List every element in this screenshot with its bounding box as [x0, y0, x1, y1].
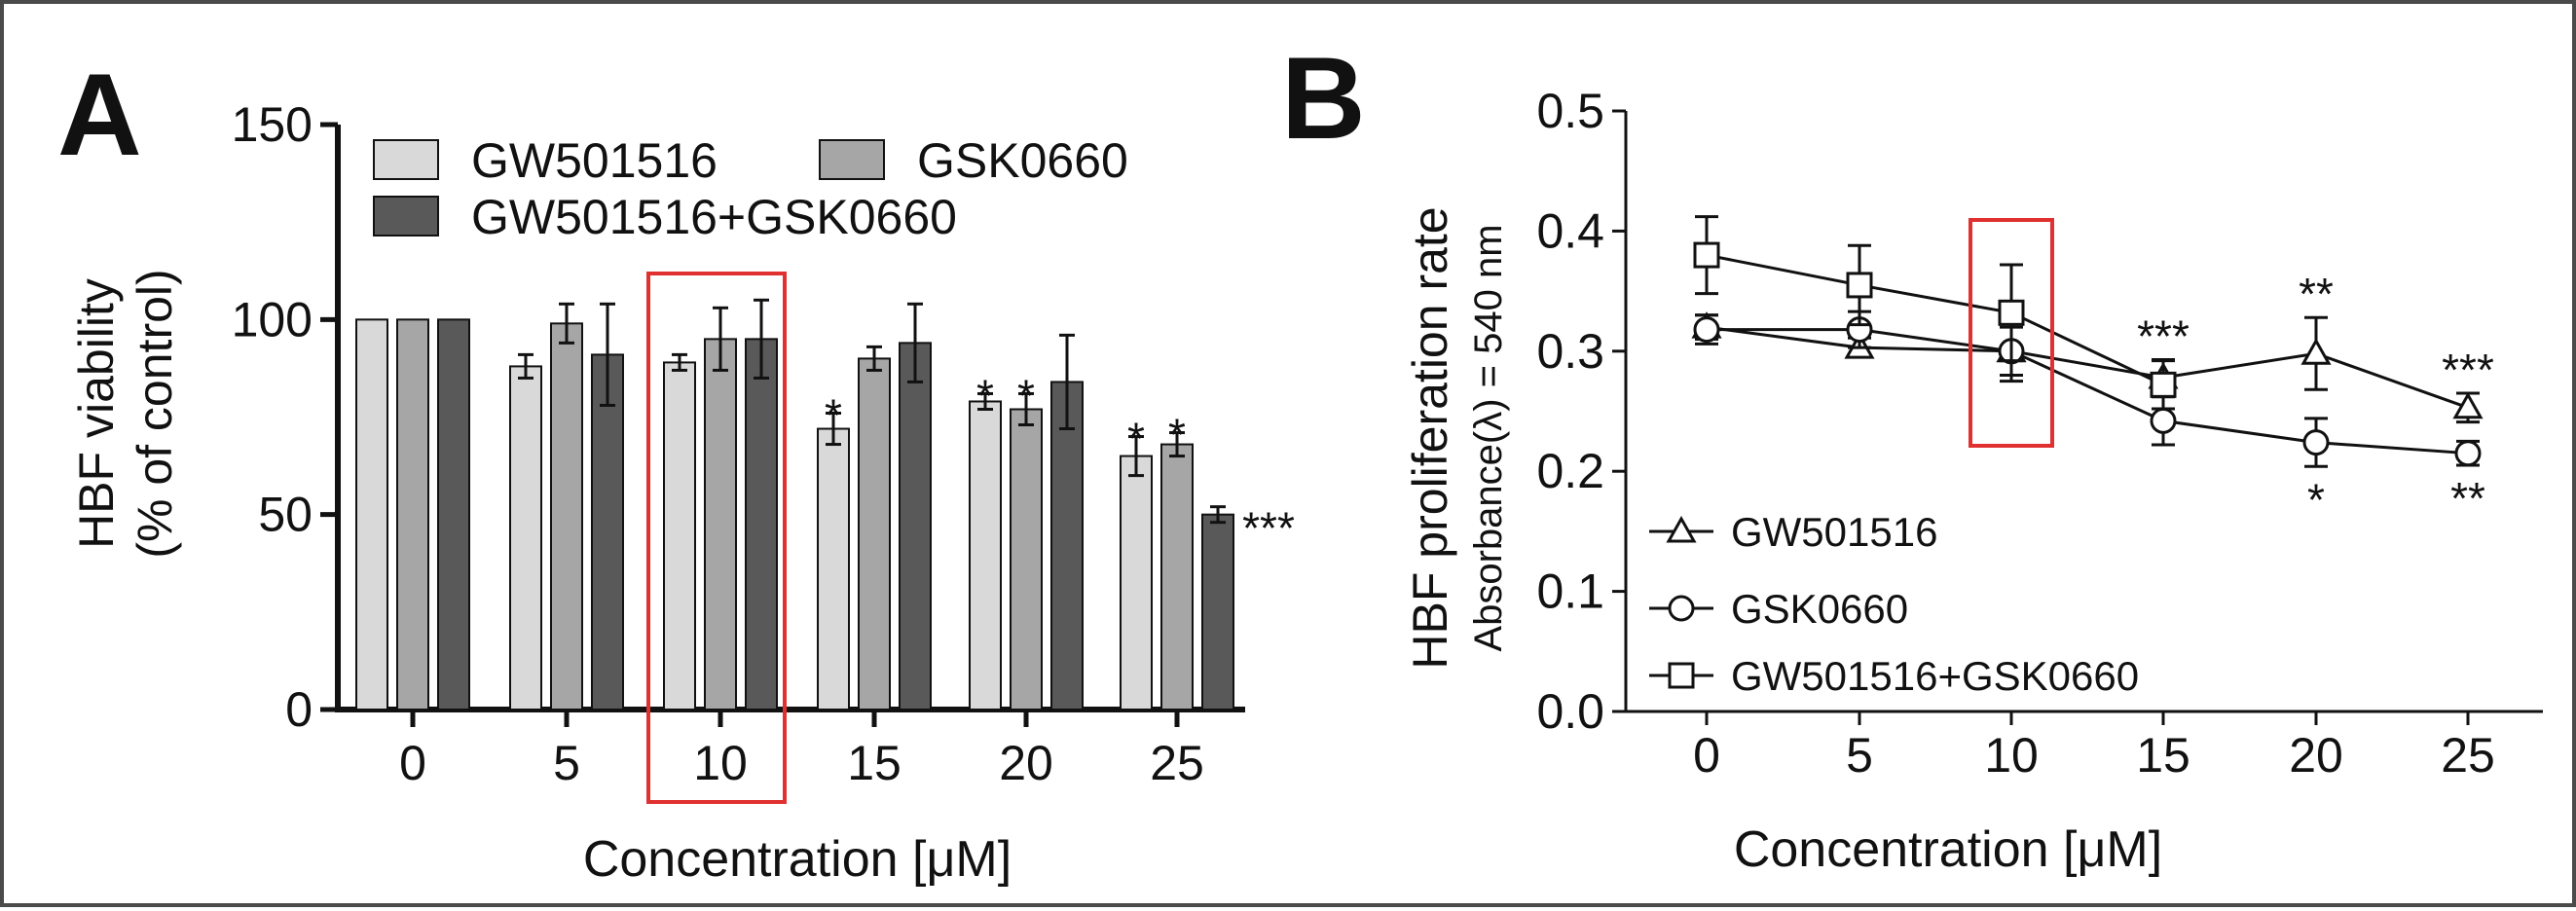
- panel-a-y-tick-label: 0: [285, 682, 313, 737]
- panel-b-chart: 0.00.10.20.30.40.50 5 10 15 20 25********* **G…: [1536, 84, 2543, 783]
- panel-b-data-point: [1846, 272, 1873, 299]
- panel-b-legend-label: GSK0660: [1731, 586, 1908, 632]
- panel-b-y-tick-label: 0.5: [1536, 84, 1604, 138]
- panel-b-data-point: [2302, 429, 2330, 456]
- panel-a-significance: *: [825, 389, 842, 440]
- panel-b-series-line: [1706, 325, 2469, 410]
- panel-a-bar: [437, 318, 470, 711]
- panel-a-y-tick-label: 150: [232, 97, 313, 152]
- panel-b-series-line: [1707, 328, 2469, 456]
- panel-a-bar: [550, 322, 583, 711]
- panel-a-bar: [1050, 381, 1084, 711]
- panel-b-y-tick-label: 0.4: [1536, 203, 1604, 258]
- panel-a-x-tick-label: 0: [399, 736, 426, 790]
- panel-b-highlight-box: [1969, 218, 2054, 448]
- panel-b-data-point: [2454, 440, 2482, 467]
- panel-b-legend-label: GW501516: [1731, 509, 1937, 555]
- panel-b-x-tick-label: 5: [1846, 728, 1873, 783]
- panel-a-label: A: [57, 50, 142, 180]
- panel-a-ylabel2: (% of control): [128, 269, 182, 558]
- panel-b-x-tick-label: 0: [1693, 728, 1720, 783]
- panel-a-x-tick-label: 25: [1150, 736, 1204, 790]
- panel-b-data-point: [2150, 407, 2177, 434]
- panel-b-legend-marker: [1666, 515, 1697, 543]
- panel-b-x-tick-label: 15: [2136, 728, 2190, 783]
- panel-a-ylabel: HBF viability: [69, 278, 124, 549]
- panel-a-significance: ***: [1242, 503, 1295, 554]
- panel-a-x-tick-label: 5: [553, 736, 580, 790]
- panel-b-data-point: [1998, 299, 2025, 326]
- panel-a-legend-label: GSK0660: [917, 133, 1128, 188]
- panel-b-data-point: [2452, 391, 2484, 419]
- panel-a-bar: [509, 365, 542, 711]
- panel-a-legend-swatch: [373, 196, 439, 237]
- panel-a-bar: [969, 400, 1002, 711]
- panel-b-xlabel: Concentration [μM]: [1734, 821, 2162, 878]
- panel-b-significance: ***: [2442, 345, 2494, 395]
- panel-b-y-tick-label: 0.0: [1536, 684, 1604, 739]
- panel-b-legend-label: GW501516+GSK0660: [1731, 653, 2139, 699]
- panel-b-data-point: [1693, 241, 1720, 269]
- panel-b-legend-marker: [1668, 595, 1695, 622]
- panel-b-ylabel: HBF proliferation rate: [1403, 206, 1457, 669]
- panel-a-significance: *: [1168, 410, 1186, 460]
- panel-b-ylabel2: Absorbance(λ) = 540 nm: [1467, 224, 1510, 651]
- panel-b-x-tick-label: 20: [2289, 728, 2343, 783]
- panel-a-bar: [858, 357, 891, 711]
- panel-b-y-tick-label: 0.3: [1536, 324, 1604, 379]
- panel-a-significance: *: [1127, 414, 1145, 464]
- panel-b-legend-marker: [1668, 662, 1695, 689]
- panel-a-significance: *: [1017, 370, 1035, 420]
- panel-a-legend-swatch: [819, 139, 885, 180]
- panel-a-legend-swatch: [373, 139, 439, 180]
- panel-a-bar: [1201, 513, 1234, 711]
- panel-b-x-tick-label: 10: [1984, 728, 2039, 783]
- panel-b-significance: **: [2299, 269, 2334, 319]
- panel-b-data-point: [2300, 338, 2332, 365]
- panel-a-bar: [704, 338, 737, 711]
- panel-a-x-tick-label: 10: [693, 736, 748, 790]
- panel-a-bar: [817, 427, 850, 711]
- panel-a-y-tick-label: 50: [258, 488, 313, 542]
- panel-a-bar: [591, 353, 624, 711]
- panel-a-bar: [355, 318, 388, 711]
- panel-b-significance: *: [2307, 474, 2325, 525]
- panel-a-xlabel: Concentration [μM]: [583, 831, 1012, 888]
- panel-b-y-tick-label: 0.2: [1536, 444, 1604, 498]
- panel-a-bar: [663, 361, 696, 711]
- panel-b-data-point: [2150, 371, 2177, 398]
- panel-a-significance: *: [976, 370, 994, 420]
- panel-a-highlight-box: [646, 272, 787, 804]
- panel-b-x-tick-label: 25: [2441, 728, 2495, 783]
- panel-a-x-tick-label: 20: [999, 736, 1053, 790]
- panel-b-significance: ***: [2137, 310, 2190, 361]
- panel-b-y-tick-label: 0.1: [1536, 565, 1604, 619]
- panel-a-bar: [899, 342, 932, 711]
- panel-a-bar: [1160, 443, 1194, 711]
- panel-a-x-tick-label: 15: [847, 736, 902, 790]
- panel-a-bar: [1120, 455, 1153, 711]
- panel-a-legend-label: GW501516: [471, 133, 718, 188]
- panel-b-series-line: [1706, 253, 2164, 386]
- panel-b-data-point: [1693, 316, 1720, 344]
- panel-a-bar: [396, 318, 429, 711]
- panel-a-bar: [1010, 408, 1043, 711]
- panel-a-y-tick-label: 100: [232, 292, 313, 346]
- panel-b-label: B: [1281, 33, 1366, 164]
- panel-a-bar: [745, 338, 778, 711]
- panel-a-legend-label: GW501516+GSK0660: [471, 190, 957, 244]
- panel-b-significance: **: [2450, 473, 2485, 524]
